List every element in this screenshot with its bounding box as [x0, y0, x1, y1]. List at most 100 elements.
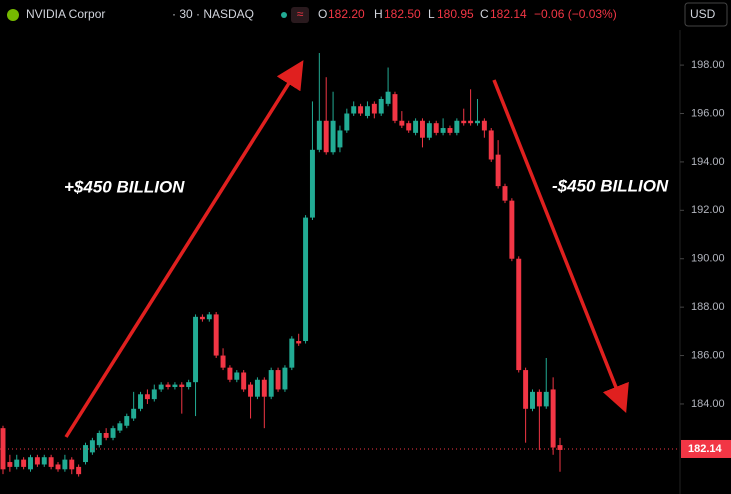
- candle-body: [419, 120, 425, 138]
- y-tick-label: 184.00: [691, 398, 725, 410]
- annotation: -$450 BILLION: [552, 176, 669, 195]
- candle-body: [337, 130, 343, 148]
- candle-body: [413, 120, 419, 133]
- candle-body: [516, 258, 522, 371]
- candle-body: [275, 370, 281, 390]
- change: −0.06 (−0.03%): [534, 7, 617, 21]
- candle-body: [502, 186, 508, 201]
- high-value: 182.50: [384, 7, 421, 21]
- candle-body: [83, 445, 88, 463]
- candle-body: [186, 382, 192, 388]
- candle-body: [41, 457, 47, 465]
- candle-body: [89, 440, 95, 453]
- candle-body: [509, 200, 515, 259]
- candle-body: [550, 389, 556, 448]
- candle-body: [193, 316, 199, 383]
- candle-body: [454, 120, 460, 133]
- close-value: 182.14: [490, 7, 527, 21]
- annotation: +$450 BILLION: [64, 177, 185, 196]
- interval: · 30 · NASDAQ: [172, 7, 254, 21]
- logo: [7, 9, 19, 21]
- candle-body: [530, 391, 535, 409]
- l-label: L: [428, 7, 435, 21]
- candle-body: [213, 314, 219, 356]
- candle-body: [296, 341, 302, 344]
- candle-body: [426, 123, 432, 138]
- candle-body: [165, 384, 171, 388]
- candle-body: [151, 389, 157, 400]
- candle-body: [378, 98, 384, 114]
- candle-body: [138, 394, 144, 409]
- candle-body: [433, 123, 439, 133]
- candle-body: [399, 120, 405, 126]
- candle-body: [21, 459, 27, 467]
- candle-body: [117, 423, 123, 431]
- candle-body: [309, 149, 315, 218]
- candle-body: [158, 384, 164, 390]
- candle-body: [543, 391, 549, 407]
- candle-body: [481, 120, 487, 131]
- candle-body: [330, 120, 336, 153]
- candle-body: [48, 457, 54, 467]
- y-tick-label: 186.00: [691, 349, 725, 361]
- candle-body: [96, 433, 102, 446]
- candle-body: [289, 338, 295, 368]
- o-label: O: [318, 7, 327, 21]
- candle-body: [172, 384, 178, 388]
- candle-body: [323, 120, 329, 153]
- status-dot: [281, 12, 287, 18]
- candle-body: [28, 457, 33, 470]
- candle-body: [440, 128, 446, 133]
- candle-body: [206, 314, 212, 320]
- candle-body: [282, 367, 288, 390]
- c-label: C: [480, 7, 489, 21]
- currency-button[interactable]: [684, 2, 728, 27]
- candle-body: [468, 120, 474, 124]
- h-label: H: [374, 7, 383, 21]
- plot: 184.00 186.00 188.00 190.00 192.00 194.00 196.…: [0, 52, 731, 477]
- candle-body: [523, 370, 529, 409]
- currency[interactable]: USD: [690, 7, 716, 21]
- candle-body: [495, 154, 501, 187]
- candle-body: [248, 384, 254, 397]
- y-tick-label: 198.00: [691, 59, 725, 71]
- candle-body: [316, 120, 322, 150]
- candle-body: [179, 384, 185, 388]
- indicator-icon: [291, 7, 309, 23]
- candle-body: [234, 372, 240, 380]
- y-tick-label: 190.00: [691, 253, 725, 265]
- candle-body: [268, 370, 274, 397]
- candle-body: [241, 372, 247, 390]
- candle-body: [131, 408, 137, 419]
- candle-body: [364, 106, 370, 116]
- candle-body: [220, 355, 226, 368]
- candle-body: [227, 367, 233, 380]
- candle-body: [536, 391, 542, 407]
- candle-body: [351, 106, 357, 114]
- candle-body: [254, 379, 260, 397]
- last-price-tag: [681, 439, 731, 458]
- low-value: 180.95: [437, 7, 474, 21]
- candle-body: [475, 120, 480, 124]
- candle-body: [371, 103, 377, 114]
- candle-body: [34, 457, 40, 465]
- candle-body: [557, 445, 563, 450]
- candle-body: [103, 433, 109, 438]
- candle-body: [488, 130, 494, 160]
- candle-body: [385, 91, 391, 104]
- candle-body: [447, 128, 453, 133]
- candle-body: [14, 459, 20, 467]
- y-tick-label: 194.00: [691, 156, 725, 168]
- candle-body: [358, 106, 364, 114]
- symbol-name: NVIDIA Corpor: [26, 7, 105, 21]
- candle-body: [0, 428, 6, 470]
- candle-body: [76, 466, 82, 475]
- candle-body: [199, 316, 205, 320]
- y-tick-label: 188.00: [691, 301, 725, 313]
- candle-body: [55, 464, 61, 470]
- candle-body: [392, 94, 398, 121]
- candle-body: [69, 459, 75, 470]
- candle-body: [7, 462, 13, 467]
